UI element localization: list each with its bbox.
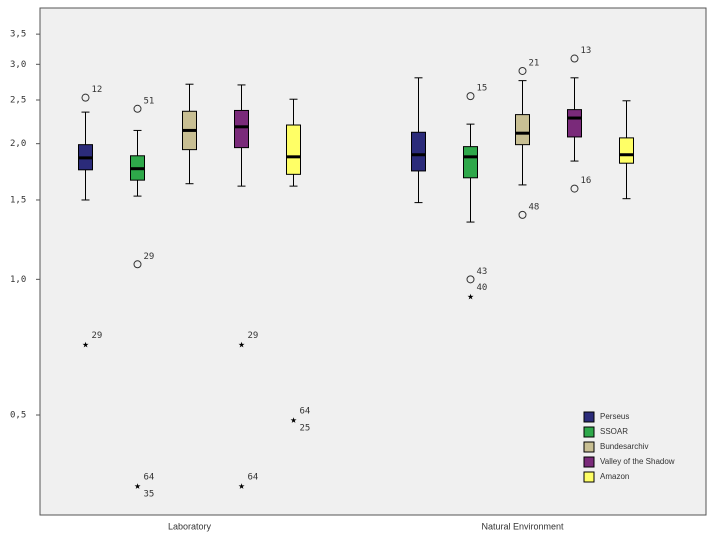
legend-label: Valley of the Shadow [600, 457, 675, 466]
outlier-label: 40 [477, 283, 488, 293]
legend-swatch [583, 426, 595, 438]
y-tick-label: 1,0 [10, 275, 26, 285]
box [234, 109, 249, 149]
box [463, 146, 478, 179]
outlier-label: 51 [144, 96, 155, 106]
x-tick-label: Natural Environment [481, 521, 564, 531]
legend-swatch [583, 471, 595, 483]
outlier-circle [133, 260, 142, 269]
outlier-label: 12 [92, 85, 103, 95]
outlier-label: 64 [248, 472, 259, 482]
outlier-label: 29 [248, 331, 259, 341]
y-tick-label: 0,5 [10, 411, 26, 421]
x-tick-label: Laboratory [168, 521, 212, 531]
box [515, 114, 530, 146]
outlier-circle [570, 184, 579, 193]
box [286, 124, 301, 175]
outlier-star: ★ [238, 479, 245, 492]
legend-label: Perseus [600, 412, 629, 421]
outlier-circle [518, 210, 527, 219]
outlier-label: 16 [581, 176, 592, 186]
outlier-label: 25 [300, 423, 311, 433]
outlier-circle [466, 275, 475, 284]
outlier-star: ★ [134, 479, 141, 492]
legend-label: Amazon [600, 472, 629, 481]
outlier-label: 15 [477, 84, 488, 94]
legend-label: SSOAR [600, 427, 628, 436]
outlier-label: 48 [529, 202, 540, 212]
outlier-circle [518, 66, 527, 75]
legend-swatch [583, 456, 595, 468]
y-tick-label: 1,5 [10, 195, 26, 205]
outlier-label: 29 [144, 252, 155, 262]
legend-swatch [583, 411, 595, 423]
outlier-label: 64 [144, 472, 155, 482]
outlier-label: 35 [144, 489, 155, 499]
outlier-label: 13 [581, 46, 592, 56]
outlier-label: 21 [529, 58, 540, 68]
box [567, 109, 582, 138]
outlier-circle [133, 104, 142, 113]
outlier-label: 64 [300, 406, 311, 416]
outlier-star: ★ [238, 338, 245, 351]
legend-swatch [583, 441, 595, 453]
outlier-circle [81, 93, 90, 102]
outlier-label: 29 [92, 331, 103, 341]
box [411, 131, 426, 172]
legend [578, 403, 696, 491]
y-tick-label: 3,0 [10, 60, 26, 70]
outlier-star: ★ [82, 338, 89, 351]
box [619, 137, 634, 164]
outlier-star: ★ [467, 290, 474, 303]
y-tick-label: 2,5 [10, 95, 26, 105]
y-tick-label: 2,0 [10, 139, 26, 149]
outlier-circle [466, 92, 475, 101]
outlier-circle [570, 54, 579, 63]
outlier-star: ★ [290, 413, 297, 426]
y-tick-label: 3,5 [10, 30, 26, 40]
legend-label: Bundesarchiv [600, 442, 648, 451]
outlier-label: 43 [477, 267, 488, 277]
